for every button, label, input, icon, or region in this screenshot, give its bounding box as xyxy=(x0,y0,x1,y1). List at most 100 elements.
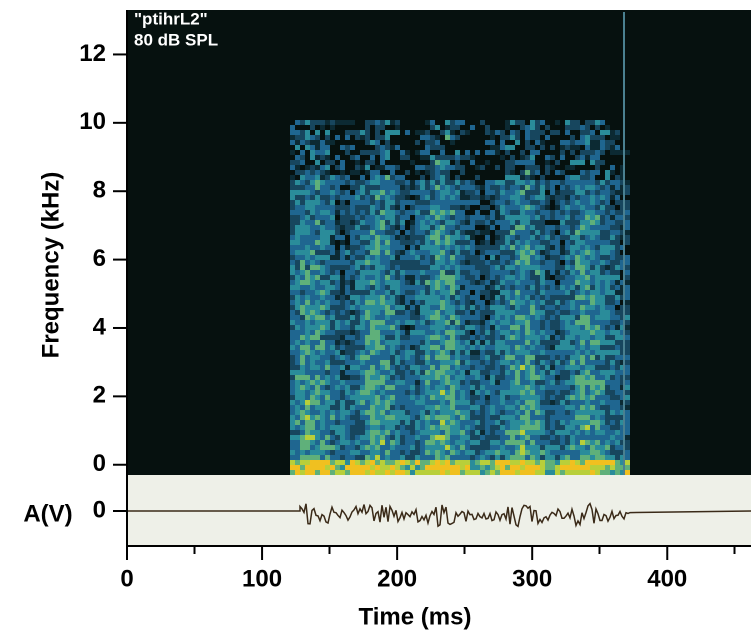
spectrogram-cell xyxy=(600,320,605,325)
spectrogram-cell xyxy=(465,205,470,210)
spectrogram-cell xyxy=(395,255,400,260)
spectrogram-cell xyxy=(385,385,390,390)
spectrogram-cell xyxy=(535,455,540,460)
spectrogram-cell xyxy=(530,180,535,185)
spectrogram-cell xyxy=(505,365,510,370)
spectrogram-cell xyxy=(360,470,365,475)
spectrogram-cell xyxy=(545,405,550,410)
spectrogram-cell xyxy=(375,315,380,320)
spectrogram-cell xyxy=(420,130,425,135)
spectrogram-cell xyxy=(385,275,390,280)
spectrogram-cell xyxy=(315,395,320,400)
spectrogram-cell xyxy=(530,245,535,250)
spectrogram-cell xyxy=(575,320,580,325)
spectrogram-cell xyxy=(555,205,560,210)
spectrogram-cell xyxy=(415,225,420,230)
spectrogram-cell xyxy=(460,180,465,185)
spectrogram-cell xyxy=(470,225,475,230)
spectrogram-cell xyxy=(530,320,535,325)
spectrogram-cell xyxy=(420,270,425,275)
spectrogram-cell xyxy=(385,280,390,285)
spectrogram-cell xyxy=(515,355,520,360)
spectrogram-cell xyxy=(505,300,510,305)
spectrogram-cell xyxy=(605,360,610,365)
spectrogram-cell xyxy=(295,470,300,475)
spectrogram-cell xyxy=(385,145,390,150)
spectrogram-cell xyxy=(300,455,305,460)
spectrogram-cell xyxy=(360,175,365,180)
spectrogram-cell xyxy=(565,385,570,390)
spectrogram-cell xyxy=(385,120,390,125)
spectrogram-cell xyxy=(455,310,460,315)
spectrogram-cell xyxy=(310,150,315,155)
spectrogram-cell xyxy=(370,380,375,385)
spectrogram-cell xyxy=(355,345,360,350)
spectrogram-cell xyxy=(315,360,320,365)
spectrogram-cell xyxy=(545,295,550,300)
spectrogram-cell xyxy=(585,335,590,340)
spectrogram-cell xyxy=(505,250,510,255)
spectrogram-cell xyxy=(610,140,615,145)
spectrogram-cell xyxy=(550,310,555,315)
spectrogram-cell xyxy=(300,210,305,215)
spectrogram-cell xyxy=(320,355,325,360)
spectrogram-cell xyxy=(500,410,505,415)
spectrogram-cell xyxy=(480,335,485,340)
spectrogram-cell xyxy=(305,305,310,310)
spectrogram-cell xyxy=(500,360,505,365)
spectrogram-cell xyxy=(410,265,415,270)
spectrogram-cell xyxy=(490,425,495,430)
spectrogram-cell xyxy=(315,215,320,220)
spectrogram-cell xyxy=(595,210,600,215)
spectrogram-cell xyxy=(425,240,430,245)
spectrogram-cell xyxy=(300,415,305,420)
spectrogram-cell xyxy=(585,120,590,125)
spectrogram-cell xyxy=(400,180,405,185)
spectrogram-cell xyxy=(565,290,570,295)
spectrogram-cell xyxy=(440,415,445,420)
spectrogram-cell xyxy=(370,420,375,425)
spectrogram-cell xyxy=(535,450,540,455)
spectrogram-cell xyxy=(565,195,570,200)
spectrogram-cell xyxy=(325,325,330,330)
spectrogram-cell xyxy=(445,330,450,335)
spectrogram-cell xyxy=(305,345,310,350)
spectrogram-cell xyxy=(370,290,375,295)
spectrogram-cell xyxy=(590,275,595,280)
spectrogram-cell xyxy=(610,240,615,245)
spectrogram-cell xyxy=(610,325,615,330)
spectrogram-cell xyxy=(565,350,570,355)
spectrogram-cell xyxy=(550,470,555,475)
spectrogram-cell xyxy=(445,445,450,450)
spectrogram-cell xyxy=(475,215,480,220)
spectrogram-cell xyxy=(325,225,330,230)
spectrogram-cell xyxy=(585,345,590,350)
spectrogram-cell xyxy=(400,430,405,435)
spectrogram-cell xyxy=(560,145,565,150)
spectrogram-cell xyxy=(385,230,390,235)
spectrogram-cell xyxy=(450,130,455,135)
spectrogram-cell xyxy=(355,160,360,165)
spectrogram-cell xyxy=(395,345,400,350)
spectrogram-cell xyxy=(555,400,560,405)
spectrogram-cell xyxy=(565,200,570,205)
spectrogram-cell xyxy=(595,365,600,370)
spectrogram-cell xyxy=(300,275,305,280)
spectrogram-cell xyxy=(560,415,565,420)
spectrogram-cell xyxy=(575,465,580,470)
spectrogram-cell xyxy=(340,450,345,455)
spectrogram-cell xyxy=(515,215,520,220)
spectrogram-cell xyxy=(385,345,390,350)
spectrogram-cell xyxy=(460,255,465,260)
spectrogram-cell xyxy=(385,445,390,450)
spectrogram-cell xyxy=(460,315,465,320)
spectrogram-cell xyxy=(455,285,460,290)
spectrogram-cell xyxy=(370,275,375,280)
spectrogram-cell xyxy=(405,255,410,260)
spectrogram-cell xyxy=(325,330,330,335)
spectrogram-cell xyxy=(600,310,605,315)
spectrogram-cell xyxy=(425,400,430,405)
spectrogram-cell xyxy=(330,415,335,420)
spectrogram-cell xyxy=(415,205,420,210)
spectrogram-cell xyxy=(555,395,560,400)
